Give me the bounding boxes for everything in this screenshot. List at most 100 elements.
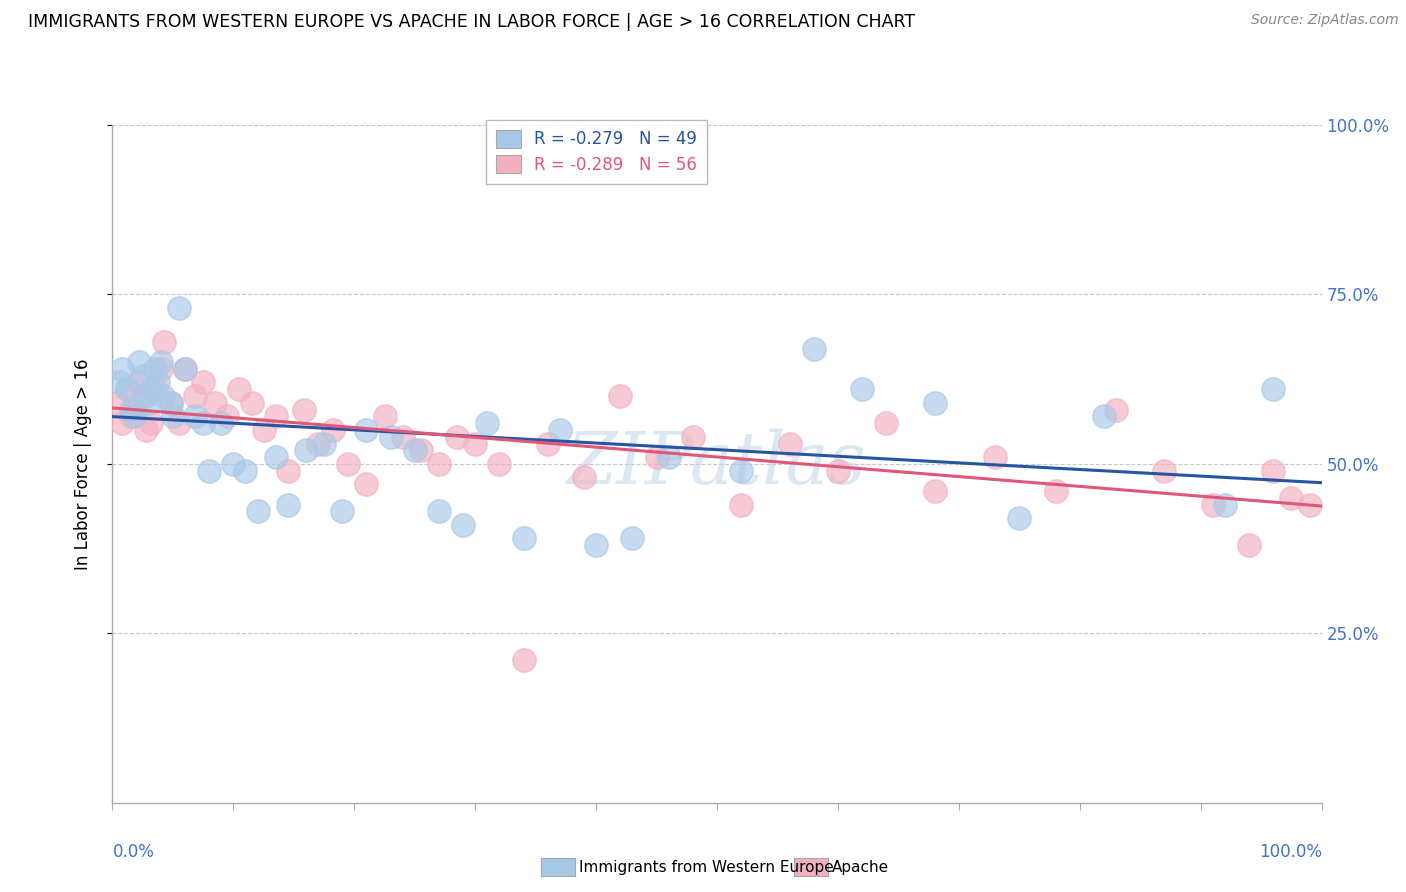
Point — [779, 436, 801, 450]
Point — [204, 396, 226, 410]
Point — [277, 464, 299, 478]
Point — [322, 423, 344, 437]
Point — [488, 457, 510, 471]
Point — [174, 362, 197, 376]
Point — [143, 382, 166, 396]
Point — [1298, 498, 1320, 512]
Point — [451, 517, 474, 532]
Point — [107, 396, 129, 410]
Point — [924, 396, 946, 410]
Point — [191, 376, 214, 390]
Point — [253, 423, 276, 437]
Point — [183, 409, 205, 424]
Point — [149, 355, 172, 369]
Point — [132, 389, 155, 403]
Point — [128, 376, 150, 390]
Point — [427, 504, 450, 518]
Point — [107, 376, 129, 390]
Point — [174, 362, 197, 376]
Point — [645, 450, 668, 464]
Point — [122, 409, 145, 424]
Point — [391, 430, 413, 444]
Point — [209, 416, 232, 430]
Legend: R = -0.279   N = 49, R = -0.289   N = 56: R = -0.279 N = 49, R = -0.289 N = 56 — [485, 120, 707, 184]
Point — [292, 402, 315, 417]
Point — [132, 368, 155, 383]
Point — [446, 430, 468, 444]
Point — [159, 396, 181, 410]
Point — [803, 342, 825, 356]
Point — [148, 376, 170, 390]
Text: 100.0%: 100.0% — [1258, 844, 1322, 862]
Point — [235, 464, 257, 478]
Point — [111, 416, 134, 430]
Point — [730, 498, 752, 512]
Point — [827, 464, 849, 478]
Point — [464, 436, 486, 450]
Point — [1045, 483, 1067, 498]
Point — [115, 382, 138, 396]
Point — [1263, 464, 1285, 478]
Point — [924, 483, 946, 498]
Point — [191, 416, 214, 430]
Point — [409, 443, 432, 458]
Point — [609, 389, 631, 403]
Point — [198, 464, 221, 478]
Point — [135, 389, 157, 403]
Point — [1263, 382, 1285, 396]
Point — [115, 382, 138, 396]
Point — [122, 402, 145, 417]
Point — [548, 423, 571, 437]
Point — [682, 430, 704, 444]
Point — [477, 416, 499, 430]
Point — [984, 450, 1007, 464]
Text: Source: ZipAtlas.com: Source: ZipAtlas.com — [1251, 13, 1399, 28]
Point — [159, 396, 181, 410]
Point — [1008, 511, 1031, 525]
Point — [730, 464, 752, 478]
Point — [330, 504, 353, 518]
Point — [307, 436, 329, 450]
Point — [120, 409, 142, 424]
Point — [152, 389, 174, 403]
Point — [875, 416, 897, 430]
Point — [120, 402, 142, 417]
Point — [264, 450, 287, 464]
Y-axis label: In Labor Force | Age > 16: In Labor Force | Age > 16 — [73, 358, 91, 570]
Point — [1105, 402, 1128, 417]
Point — [167, 301, 190, 315]
Point — [512, 532, 534, 546]
Text: IMMIGRANTS FROM WESTERN EUROPE VS APACHE IN LABOR FORCE | AGE > 16 CORRELATION C: IMMIGRANTS FROM WESTERN EUROPE VS APACHE… — [28, 13, 915, 31]
Point — [380, 430, 402, 444]
Point — [141, 382, 163, 396]
Point — [228, 382, 250, 396]
Point — [658, 450, 681, 464]
Point — [1202, 498, 1225, 512]
Point — [427, 457, 450, 471]
Point — [246, 504, 269, 518]
Point — [1092, 409, 1115, 424]
Point — [404, 443, 426, 458]
Point — [162, 409, 184, 424]
Point — [264, 409, 287, 424]
Point — [1237, 538, 1260, 552]
Point — [138, 396, 160, 410]
Point — [356, 477, 378, 491]
Point — [374, 409, 396, 424]
Text: Apache: Apache — [832, 861, 890, 875]
Point — [141, 416, 163, 430]
Point — [621, 532, 644, 546]
Point — [356, 423, 378, 437]
Text: 0.0%: 0.0% — [112, 844, 155, 862]
Point — [277, 498, 299, 512]
Point — [585, 538, 607, 552]
Point — [153, 334, 176, 349]
Point — [111, 362, 134, 376]
Point — [295, 443, 318, 458]
Point — [851, 382, 873, 396]
Point — [143, 362, 166, 376]
Point — [1279, 491, 1302, 505]
Point — [222, 457, 245, 471]
Point — [512, 653, 534, 667]
Point — [240, 396, 263, 410]
